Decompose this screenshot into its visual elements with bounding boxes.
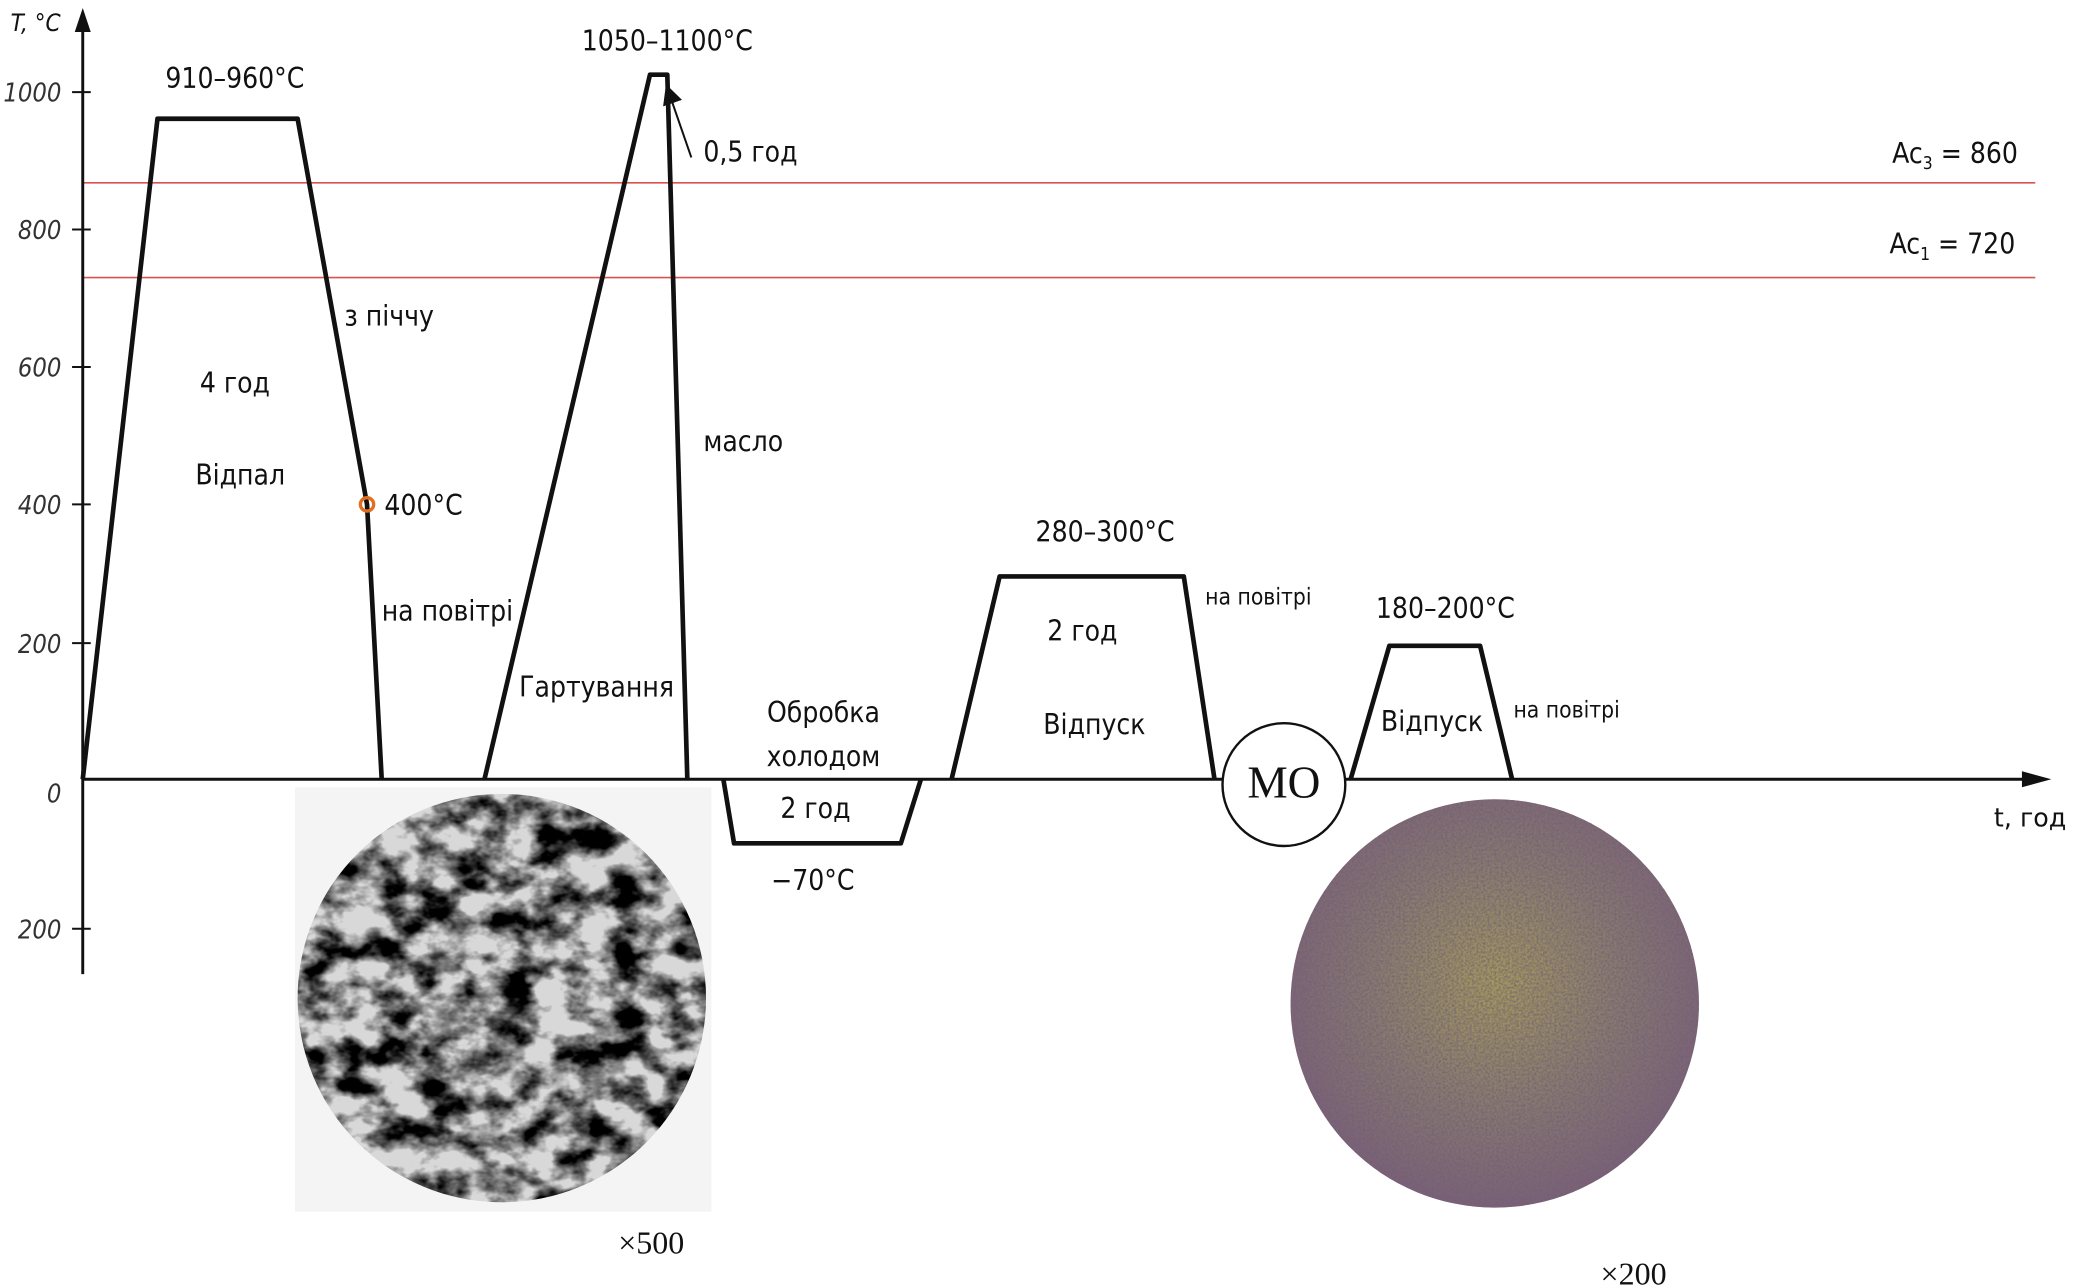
ac3-name: Ac bbox=[1892, 137, 1923, 170]
y-tick-label: 200 bbox=[18, 914, 62, 944]
ac3-sub: 3 bbox=[1923, 154, 1933, 174]
machining-label: МО bbox=[1247, 758, 1320, 808]
cold-treatment-temperature: −70°C bbox=[771, 864, 854, 897]
annealing-air-cooling: на повітрі bbox=[382, 594, 513, 627]
y-tick-label: 400 bbox=[18, 490, 62, 520]
micrograph-1-magnification: ×500 bbox=[618, 1225, 684, 1261]
micrograph-1 bbox=[298, 794, 706, 1202]
quenching-time: 0,5 год bbox=[703, 135, 797, 168]
ac1-value: = 720 bbox=[1938, 228, 2015, 261]
y-tick-label: 200 bbox=[18, 629, 62, 659]
ac1-label: Ac1 = 720 bbox=[1889, 228, 2015, 265]
diagram: T, °C t, год 10008006004002000200 Ac3= 8… bbox=[0, 0, 2078, 1285]
body: T, °C t, год 10008006004002000200 Ac3= 8… bbox=[0, 0, 2078, 1285]
cold-treatment-time: 2 год bbox=[780, 792, 850, 825]
tempering-1-time: 2 год bbox=[1047, 614, 1117, 647]
ac3-label: Ac3 = 860 bbox=[1892, 137, 2018, 174]
quenching-name: Гартування bbox=[519, 671, 674, 704]
page: Heat treatment diagram { "axes": { "y_la… bbox=[0, 0, 2078, 1285]
tempering-1-curve bbox=[952, 576, 1215, 779]
tempering-2-temperature: 180–200°C bbox=[1376, 592, 1515, 625]
y-tick-label: 0 bbox=[47, 778, 62, 808]
x-axis-label: t, год bbox=[1994, 802, 2066, 832]
tempering-1-temperature: 280–300°C bbox=[1036, 516, 1175, 549]
furnace-cooling: з піччу bbox=[344, 300, 434, 333]
micrograph-2 bbox=[1291, 799, 1699, 1207]
annealing-time: 4 год bbox=[200, 366, 270, 399]
y-ticks: 1000 800 600 400 200 0 200 bbox=[3, 78, 90, 945]
annealing-name: Відпал bbox=[195, 458, 285, 491]
cold-treatment-line1: Обробка bbox=[767, 696, 880, 729]
ac3-value: = 860 bbox=[1941, 137, 2018, 170]
tempering-2-cooling: на повітрі bbox=[1513, 698, 1619, 724]
y-tick-label: 600 bbox=[18, 353, 62, 383]
quenching-medium: масло bbox=[703, 425, 783, 458]
y-tick-label: 1000 bbox=[3, 78, 61, 108]
y-axis-arrow bbox=[75, 8, 91, 32]
tempering-1-name: Відпуск bbox=[1043, 708, 1145, 741]
tempering-1-cooling: на повітрі bbox=[1205, 584, 1311, 610]
transition-temperature: 400°C bbox=[384, 489, 462, 522]
y-tick-label: 800 bbox=[18, 215, 62, 245]
cold-treatment-line2: холодом bbox=[767, 740, 881, 773]
micrograph-2-magnification: ×200 bbox=[1601, 1255, 1667, 1285]
x-axis-arrow bbox=[2022, 771, 2051, 787]
ac1-sub: 1 bbox=[1920, 245, 1930, 265]
annealing-temperature: 910–960°C bbox=[165, 62, 304, 95]
ac1-name: Ac bbox=[1889, 228, 1920, 261]
annealing-curve bbox=[83, 119, 382, 780]
y-axis-label: T, °C bbox=[11, 9, 62, 37]
tempering-2-name: Відпуск bbox=[1381, 705, 1483, 738]
quenching-temperature: 1050–1100°C bbox=[582, 25, 753, 58]
